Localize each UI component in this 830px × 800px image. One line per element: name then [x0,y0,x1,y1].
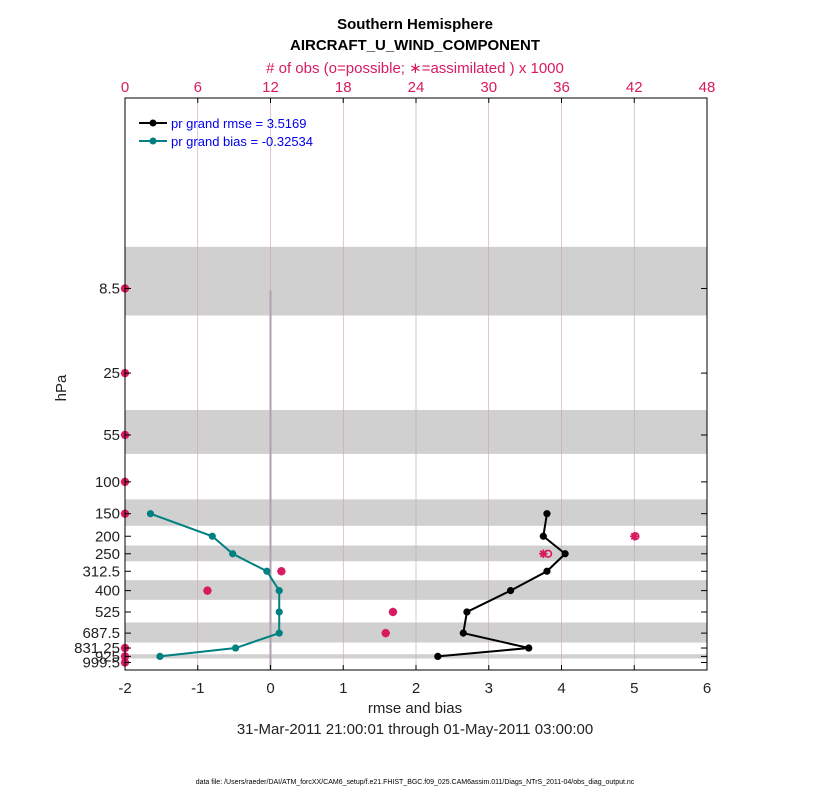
bias-marker [275,608,283,616]
chart-subtitle: AIRCRAFT_U_WIND_COMPONENT [290,37,540,54]
bias-marker [275,587,283,595]
level-tick-label: 525 [95,604,120,621]
bias-marker [208,532,216,540]
bottom-tick-label: -1 [191,680,204,697]
rmse-marker [543,567,551,575]
obs-count-markers [120,284,640,667]
top-tick-label: 24 [408,79,425,96]
obs-assimilated-marker [381,628,390,638]
axis-tick-labels: -2 -1 0 1 2 3 4 5 60 6 12 18 24 30 36 42 488.52555100150… [74,79,715,697]
data-series [146,510,569,661]
legend-rmse-marker [149,119,157,127]
level-tick-label: 400 [95,583,120,600]
top-tick-label: 0 [121,79,129,96]
top-axis-label: # of obs (o=possible; ∗=assimilated ) x … [266,60,564,77]
legend-rmse-label: pr grand rmse = 3.5169 [171,116,307,131]
bias-marker [146,510,155,518]
legend: pr grand rmse = 3.5169 pr grand bias = -0… [139,116,313,149]
bottom-tick-label: 4 [557,680,565,697]
x-axis-label: rmse and bias [368,700,462,717]
rmse-marker [434,652,442,661]
bottom-tick-label: 3 [485,680,493,697]
bottom-tick-label: 5 [630,680,638,697]
y-axis-label: hPa [53,374,70,401]
bottom-tick-label: 0 [266,680,274,697]
top-tick-label: 30 [480,79,497,96]
level-tick-label: 250 [95,546,120,563]
bias-marker [231,644,240,652]
bottom-tick-label: -2 [118,680,131,697]
legend-bias-marker [149,137,157,145]
obs-assimilated-marker [388,607,398,617]
level-tick-label: 55 [103,427,120,444]
chart-title: Southern Hemisphere [337,16,493,33]
level-tick-label: 312.5 [82,563,120,580]
rmse-marker [459,629,467,637]
top-tick-label: 42 [626,79,643,96]
level-tick-label: 25 [103,365,120,382]
obs-assimilated-marker [203,586,212,595]
bottom-tick-label: 6 [703,680,711,697]
bias-marker [275,629,283,637]
obs-assimilated-marker [539,549,548,558]
level-tick-label: 200 [95,528,120,545]
bottom-tick-label: 1 [339,680,347,697]
data-file-footnote: data file: /Users/raeder/DAI/ATM_forcXX/… [196,779,635,786]
bias-marker [229,550,237,558]
level-tick-label: 999.5 [82,654,120,671]
bias-marker [263,567,271,575]
obs-assimilated-marker [277,567,286,576]
rmse-marker [561,550,569,558]
top-tick-label: 12 [262,79,279,96]
axis-ticks [124,98,708,670]
level-tick-label: 150 [95,506,120,523]
top-tick-label: 18 [335,79,352,96]
legend-bias-label: pr grand bias = -0.32534 [171,134,313,149]
rmse-marker [506,587,515,595]
level-tick-label: 687.5 [82,625,120,642]
top-tick-label: 6 [194,79,202,96]
bottom-tick-label: 2 [412,680,420,697]
date-range: 31-Mar-2011 21:00:01 through 01-May-2011… [237,721,593,738]
level-tick-label: 831.25 [74,640,120,657]
level-tick-label: 100 [95,474,120,491]
rmse-marker [543,510,551,518]
rmse-marker [525,644,533,652]
top-tick-label: 48 [699,79,716,96]
rmse-marker [463,608,471,616]
level-tick-label: 925 [95,648,120,665]
top-tick-label: 36 [553,79,570,96]
bias-marker [156,652,164,661]
obs-assimilated-marker [630,532,639,541]
rmse-marker [539,532,547,540]
level-tick-label: 8.5 [99,280,120,297]
